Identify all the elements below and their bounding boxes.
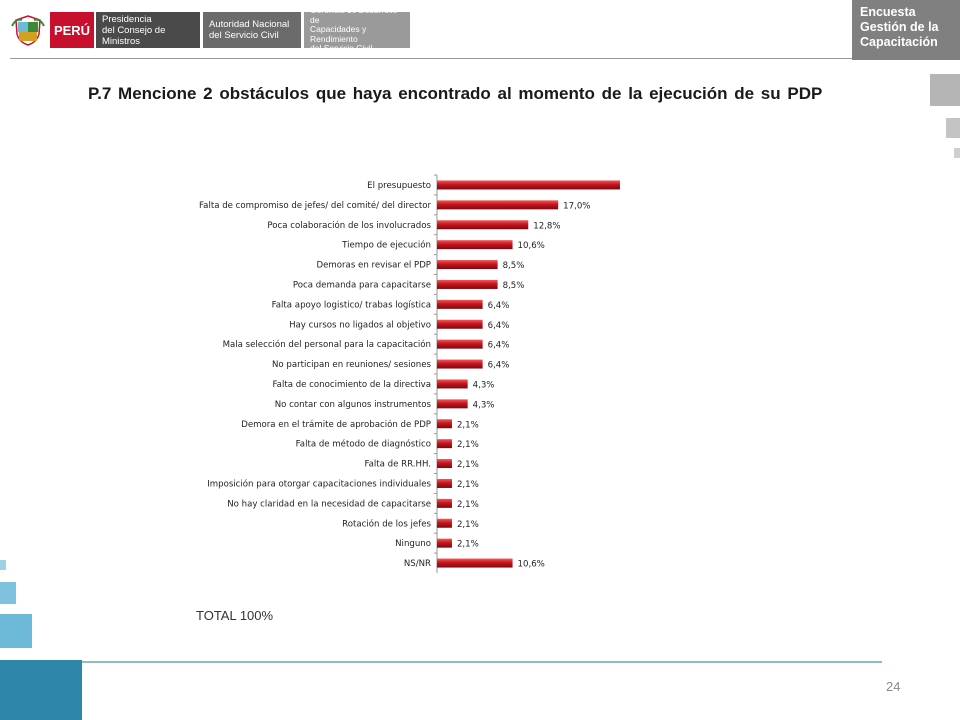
institution-line: del Servicio Civil <box>310 43 373 54</box>
institution-line: Presidencia <box>102 13 152 25</box>
bar <box>437 399 468 409</box>
bar <box>437 518 452 528</box>
decorative-square <box>0 582 16 604</box>
institution-gerencia: Gerencia de Desarrollo de Capacidades y … <box>304 6 410 53</box>
category-label: El presupuesto <box>367 181 431 191</box>
category-label: NS/NR <box>404 559 431 569</box>
value-label: 6,4% <box>488 361 510 371</box>
value-label: 17,0% <box>563 201 590 211</box>
bar <box>437 419 452 429</box>
decorative-square <box>946 118 960 138</box>
category-label: Tiempo de ejecución <box>341 240 431 251</box>
category-label: Hay cursos no ligados al objetivo <box>289 320 431 330</box>
header-divider <box>10 58 852 59</box>
decorative-square <box>0 560 6 570</box>
bar <box>437 379 468 389</box>
value-label: 8,5% <box>503 281 525 291</box>
value-label: 2,1% <box>457 540 479 550</box>
category-label: No participan en reuniones/ sesiones <box>272 360 432 370</box>
institution-line: del Consejo de Ministros <box>102 24 166 47</box>
institution-servir: Autoridad Nacional del Servicio Civil <box>203 12 301 48</box>
survey-label-line: Gestión de la <box>860 20 939 34</box>
value-label: 2,1% <box>457 480 479 490</box>
survey-label-line: Capacitación <box>860 35 938 49</box>
survey-label-line: Encuesta <box>860 5 916 19</box>
category-label: Poca demanda para capacitarse <box>293 280 431 290</box>
page-title: P.7 Mencione 2 obstáculos que haya encon… <box>88 84 823 103</box>
category-label: Poca colaboración de los involucrados <box>267 220 431 231</box>
total-label: TOTAL 100% <box>196 608 274 623</box>
category-label: Falta apoyo logistico/ trabas logística <box>272 300 431 310</box>
decorative-square <box>0 614 32 648</box>
bar <box>437 439 452 449</box>
category-label: Falta de conocimiento de la directiva <box>273 380 431 390</box>
bar <box>437 558 513 568</box>
bar <box>437 299 483 309</box>
peru-logo: PERÚ <box>50 12 94 48</box>
header-logos: PERÚ Presidencia del Consejo de Ministro… <box>10 6 413 53</box>
value-label: 6,4% <box>488 301 510 311</box>
bar <box>437 538 452 548</box>
value-label: 6,4% <box>488 341 510 351</box>
category-label: Falta de compromiso de jefes/ del comité… <box>199 200 431 211</box>
value-label: 4,3% <box>473 400 495 410</box>
bar <box>437 200 559 210</box>
value-label: 2,1% <box>457 440 479 450</box>
value-label: 2,1% <box>457 500 479 510</box>
coat-of-arms-icon <box>10 12 46 48</box>
category-label: Mala selección del personal para la capa… <box>223 339 431 350</box>
bar <box>437 180 620 190</box>
value-label: 10,6% <box>518 241 545 251</box>
value-label: 2,1% <box>457 420 479 430</box>
value-label: 8,5% <box>503 261 525 271</box>
decorative-square <box>954 148 960 158</box>
bar <box>437 359 483 369</box>
institution-pcm: Presidencia del Consejo de Ministros <box>96 12 200 48</box>
institution-line: Gerencia de Desarrollo de <box>310 5 398 25</box>
bar <box>437 260 498 270</box>
bar <box>437 459 452 469</box>
survey-label-box: Encuesta Gestión de la Capacitación <box>852 0 960 60</box>
decorative-square <box>0 660 82 720</box>
bar <box>437 279 498 289</box>
value-label: 10,6% <box>518 560 545 570</box>
category-label: Demoras en revisar el PDP <box>316 261 431 271</box>
category-label: Falta de método de diagnóstico <box>296 439 431 450</box>
value-label: 4,3% <box>473 380 495 390</box>
value-label: 12,8% <box>533 221 560 231</box>
bar <box>437 478 452 488</box>
category-label: No hay claridad en la necesidad de capac… <box>227 499 431 509</box>
category-label: No contar con algunos instrumentos <box>275 400 432 410</box>
value-label: 6,4% <box>488 321 510 331</box>
value-label: 2,1% <box>457 460 479 470</box>
category-label: Rotación de los jefes <box>342 518 431 529</box>
bar <box>437 498 452 508</box>
bar-chart: El presupuesto38,3%Falta de compromiso d… <box>199 174 620 573</box>
bar <box>437 339 483 349</box>
value-label: 2,1% <box>457 520 479 530</box>
institution-line: Autoridad Nacional <box>209 19 290 30</box>
page-number: 24 <box>886 679 901 694</box>
category-label: Falta de RR.HH. <box>364 460 431 470</box>
institution-line: Capacidades y Rendimiento <box>310 24 367 44</box>
bar <box>437 319 483 329</box>
institution-line: del Servicio Civil <box>209 30 279 41</box>
bar <box>437 240 513 250</box>
decorative-square <box>930 74 960 106</box>
category-label: Demora en el trámite de aprobación de PD… <box>241 419 431 430</box>
bar <box>437 220 529 230</box>
category-label: Imposición para otorgar capacitaciones i… <box>207 478 431 489</box>
footer-divider <box>82 661 882 663</box>
category-label: Ninguno <box>395 539 431 549</box>
